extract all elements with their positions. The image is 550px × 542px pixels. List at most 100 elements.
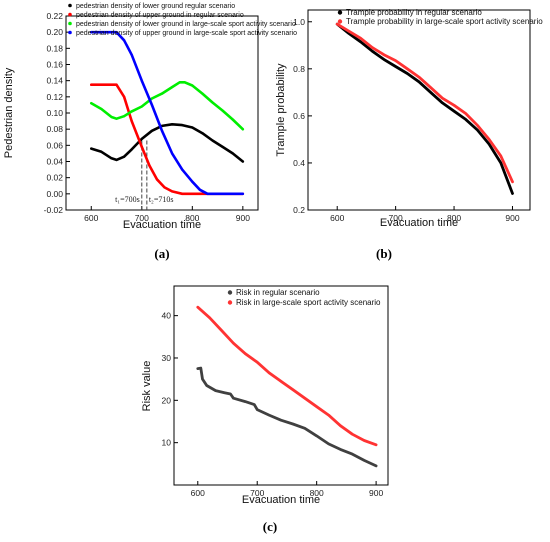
legend-label: pedestrian density of lower ground regul… <box>76 3 235 10</box>
data-point <box>191 126 194 129</box>
y-tick-label: 0.06 <box>46 140 63 150</box>
data-point <box>140 145 143 148</box>
data-point <box>191 180 194 183</box>
data-point <box>256 361 259 364</box>
y-tick-label: 0.22 <box>46 11 63 21</box>
legend-label: Risk in large-scale sport activity scena… <box>236 298 381 307</box>
y-tick-label: 0.8 <box>293 64 305 74</box>
y-axis-label: Trample probability <box>275 63 287 157</box>
chart-panel-3: 600 700 800 900 10 20 30 40 Evacuation time Risk … <box>141 285 389 534</box>
data-point <box>100 83 103 86</box>
data-point <box>206 192 209 195</box>
y-tick-label: 1.0 <box>293 17 305 27</box>
data-point <box>100 150 103 153</box>
data-point <box>123 115 126 118</box>
data-point <box>464 118 467 121</box>
data-point <box>181 124 184 127</box>
data-point <box>441 97 444 100</box>
data-point <box>268 371 271 374</box>
x-tick-label: 900 <box>369 488 383 498</box>
data-point <box>130 110 133 113</box>
data-point <box>115 117 118 120</box>
y-tick-label: 0.00 <box>46 189 63 199</box>
data-point <box>394 65 397 68</box>
data-point <box>375 464 378 467</box>
y-tick-label: 0.6 <box>293 111 305 121</box>
data-point <box>229 392 232 396</box>
data-point <box>327 414 330 417</box>
data-point <box>268 414 271 417</box>
legend-marker <box>68 12 72 17</box>
data-point <box>339 424 342 427</box>
data-point <box>476 128 479 132</box>
legend-marker <box>68 21 72 26</box>
x-axis-label: Evacuation time <box>123 219 201 231</box>
data-point <box>110 83 113 86</box>
data-point <box>253 403 256 406</box>
x-tick-label: 700 <box>250 488 264 498</box>
data-point <box>140 137 143 140</box>
data-point <box>347 30 350 33</box>
data-point <box>205 384 208 387</box>
y-tick-label: 30 <box>162 353 172 363</box>
x-tick-label: 700 <box>389 213 403 223</box>
data-point <box>171 190 174 193</box>
data-point <box>244 400 247 403</box>
data-point <box>211 101 214 104</box>
y-tick-label: 20 <box>162 395 172 405</box>
panel-label: (a) <box>154 246 169 261</box>
data-point <box>191 84 194 87</box>
data-point <box>171 86 174 89</box>
y-tick-label: 40 <box>162 311 172 321</box>
legend-marker <box>227 290 233 295</box>
legend-label: pedestrian density of upper ground in la… <box>76 30 297 37</box>
data-point <box>382 53 385 56</box>
data-point <box>453 104 456 107</box>
x-tick-label: 700 <box>135 213 149 223</box>
annotation-label: t₁=700s <box>115 195 140 204</box>
y-axis-label: Risk value <box>141 361 153 412</box>
series-line <box>90 81 245 131</box>
data-point <box>382 58 385 61</box>
data-point <box>476 124 479 127</box>
data-point <box>163 186 166 189</box>
data-point <box>327 442 330 445</box>
y-tick-label: 0.08 <box>46 124 63 134</box>
data-point <box>201 378 204 381</box>
data-point <box>123 39 126 42</box>
data-point <box>291 422 294 426</box>
data-point <box>291 388 294 391</box>
data-point <box>130 53 133 56</box>
data-point <box>315 434 318 437</box>
data-point <box>499 161 502 164</box>
data-point <box>201 132 204 135</box>
data-point <box>198 188 201 191</box>
data-point <box>359 40 362 43</box>
chart-panel-1: 600 700 800 900 -0.02 0.00 0.02 0.04 0.06 0.08 0.1… <box>3 3 297 261</box>
data-point <box>115 158 118 161</box>
data-point <box>181 168 184 171</box>
data-point <box>488 143 491 146</box>
data-point <box>394 59 397 62</box>
data-point <box>208 316 211 319</box>
x-axis-label: Evacuation time <box>242 494 320 506</box>
x-tick-label: 600 <box>330 213 344 223</box>
data-point <box>148 164 151 167</box>
data-point <box>279 419 283 422</box>
data-point <box>216 192 219 195</box>
data-point <box>214 389 217 392</box>
legend-label: Trample probability in large-scale sport… <box>346 17 543 26</box>
data-point <box>160 129 164 132</box>
legend-marker <box>68 3 72 8</box>
data-point <box>150 129 153 132</box>
data-point <box>231 118 234 121</box>
data-point <box>223 391 226 394</box>
legend-marker <box>337 10 343 15</box>
data-point <box>130 148 133 151</box>
legend: Trample probability in regular scenarioT… <box>337 8 543 26</box>
series-line <box>196 366 378 468</box>
data-point <box>232 397 235 400</box>
data-point <box>232 342 235 345</box>
data-point <box>171 152 174 155</box>
panel-label: (b) <box>376 246 392 261</box>
